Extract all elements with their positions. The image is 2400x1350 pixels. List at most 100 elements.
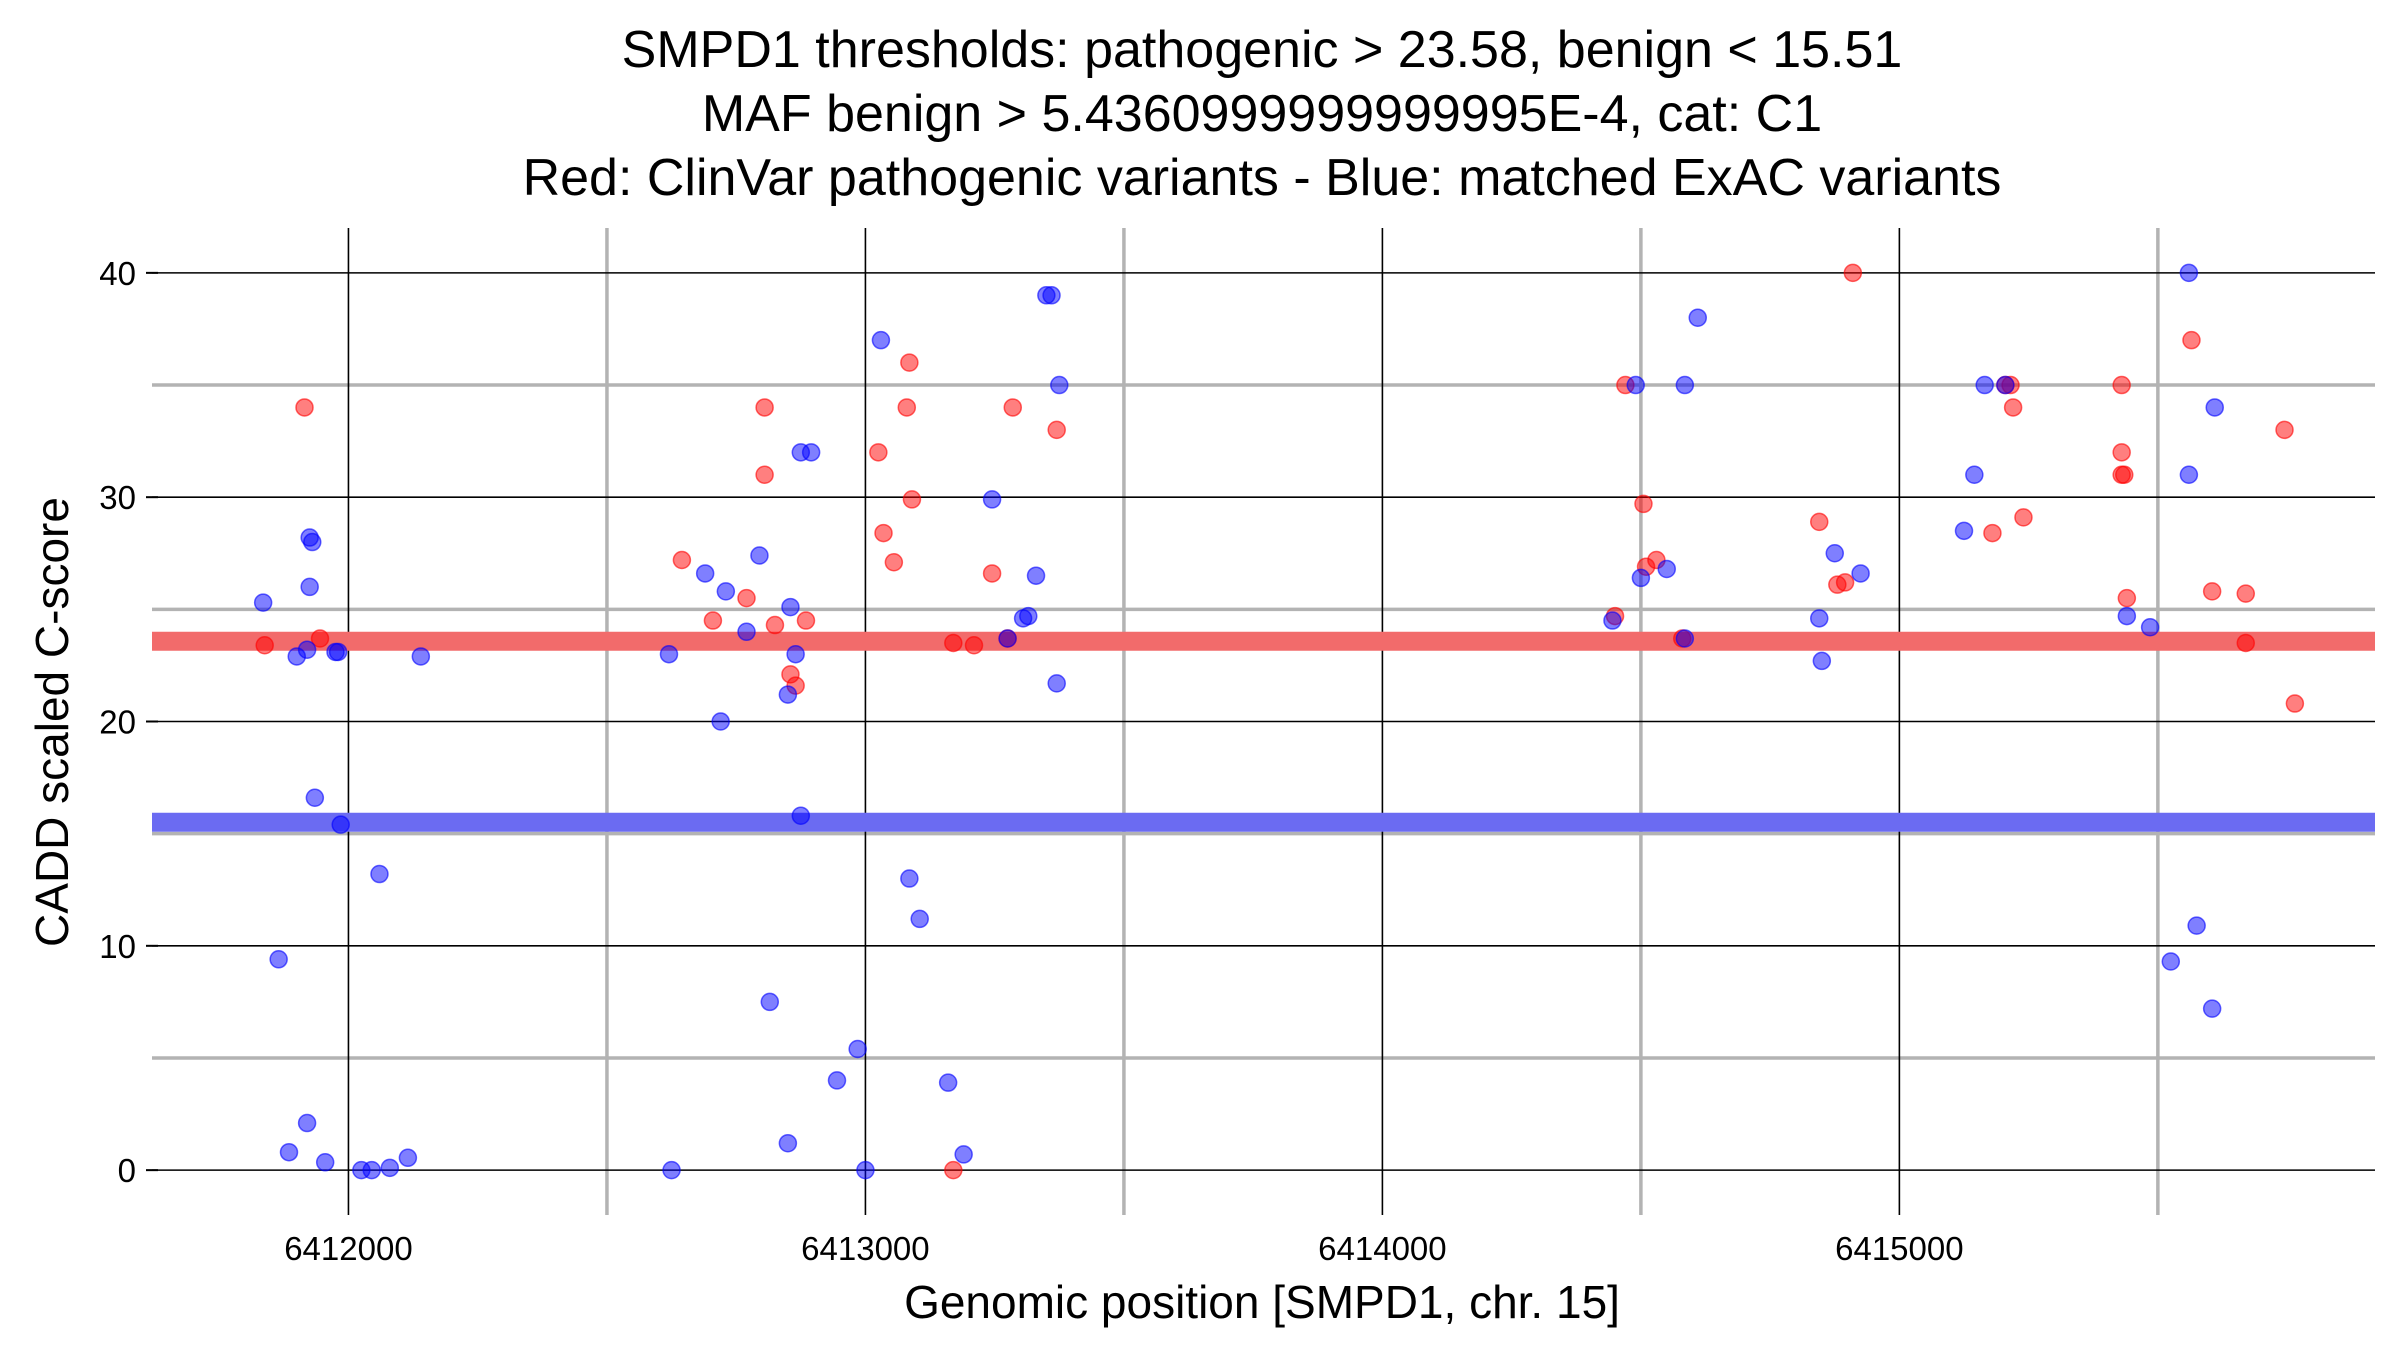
clinvar-pathogenic-point xyxy=(884,552,904,572)
exac-variant-point xyxy=(253,593,273,612)
exac-variant-point xyxy=(1965,465,1984,484)
exac-variant-point xyxy=(1626,375,1645,395)
clinvar-pathogenic-point xyxy=(295,398,314,417)
exac-variant-point xyxy=(900,869,919,888)
threshold-bands xyxy=(152,631,2375,832)
clinvar-pathogenic-point xyxy=(964,635,984,655)
exac-variant-point xyxy=(982,490,1002,509)
exac-variant-point xyxy=(1047,674,1066,693)
clinvar-pathogenic-point xyxy=(1634,494,1653,514)
clinvar-pathogenic-point xyxy=(255,635,274,655)
clinvar-pathogenic-point xyxy=(2236,584,2256,603)
clinvar-pathogenic-point xyxy=(982,564,1002,583)
clinvar-pathogenic-point xyxy=(1835,573,1855,592)
clinvar-pathogenic-point xyxy=(796,611,816,630)
exac-variant-point xyxy=(1996,375,2015,395)
x-tick-label: 6412000 xyxy=(284,1230,412,1267)
title-line-1: SMPD1 thresholds: pathogenic > 23.58, be… xyxy=(622,21,1903,79)
exac-variant-point xyxy=(778,685,798,704)
exac-variant-point xyxy=(2202,999,2222,1018)
y-tick-label: 30 xyxy=(99,479,136,516)
clinvar-pathogenic-point xyxy=(1810,512,1829,532)
exac-variant-point xyxy=(662,1160,681,1180)
clinvar-pathogenic-point xyxy=(755,398,774,417)
clinvar-pathogenic-point xyxy=(2003,398,2023,417)
clinvar-pathogenic-point xyxy=(2182,330,2201,350)
exac-variant-point xyxy=(954,1145,973,1164)
exac-variant-point xyxy=(750,546,769,565)
clinvar-pathogenic-point xyxy=(2112,375,2131,395)
clinvar-pathogenic-point xyxy=(2115,465,2134,484)
exac-variant-point xyxy=(1812,651,1832,671)
exac-variant-point xyxy=(760,992,780,1012)
exac-variant-point xyxy=(1975,375,1994,395)
exac-variant-point xyxy=(1631,568,1651,588)
clinvar-pathogenic-point xyxy=(1003,398,1023,417)
exac-variant-point xyxy=(398,1148,418,1168)
y-axis-ticks: 0 10 20 30 40 xyxy=(99,255,158,1189)
clinvar-pathogenic-point xyxy=(900,353,919,372)
clinvar-pathogenic-point xyxy=(2285,694,2305,713)
exac-variant-point xyxy=(786,644,805,664)
exac-variant-point xyxy=(2161,952,2181,971)
clinvar-pathogenic-point xyxy=(1047,420,1066,440)
y-tick-label: 10 xyxy=(99,928,136,965)
exac-variant-point xyxy=(716,582,736,601)
exac-variant-point xyxy=(2140,618,2160,637)
exac-variant-point xyxy=(801,443,821,462)
chart-title: SMPD1 thresholds: pathogenic > 23.58, be… xyxy=(523,21,2002,207)
exac-variant-point xyxy=(791,806,811,825)
x-axis-ticks: 6412000 6413000 6414000 6415000 xyxy=(284,1230,1963,1267)
clinvar-pathogenic-point xyxy=(874,523,893,543)
y-tick-label: 20 xyxy=(99,704,136,741)
exac-variant-point xyxy=(938,1073,958,1092)
exac-variant-point xyxy=(331,815,350,834)
exac-variant-point xyxy=(328,642,348,662)
exac-variant-point xyxy=(1026,566,1046,585)
exac-variant-point xyxy=(1851,564,1870,583)
exac-variant-point xyxy=(2179,465,2199,484)
y-axis-title: CADD scaled C-score xyxy=(26,497,78,947)
exac-variant-point xyxy=(2179,263,2199,283)
clinvar-pathogenic-point xyxy=(2236,633,2256,653)
clinvar-pathogenic-point xyxy=(1843,263,1863,283)
exac-variant-point xyxy=(910,909,929,929)
x-tick-label: 6415000 xyxy=(1835,1230,1963,1267)
exac-variant-point xyxy=(297,1113,317,1133)
exac-variant-point xyxy=(871,330,891,350)
clinvar-pathogenic-point xyxy=(869,443,888,462)
exac-variant-point xyxy=(711,712,730,731)
exac-variant-point xyxy=(1688,308,1708,327)
clinvar-pathogenic-point xyxy=(897,398,917,417)
exac-variant-point xyxy=(2187,916,2206,935)
x-tick-label: 6414000 xyxy=(1318,1230,1446,1267)
clinvar-pathogenic-point xyxy=(755,465,774,484)
exac-variant-point xyxy=(1019,606,1038,626)
clinvar-pathogenic-point xyxy=(1983,523,2002,543)
clinvar-pathogenic-point xyxy=(765,615,785,635)
exac-variant-point xyxy=(279,1142,299,1162)
clinvar-pathogenic-point xyxy=(944,1160,963,1180)
title-line-2: MAF benign > 5.4360999999999995E-4, cat:… xyxy=(702,85,1822,143)
exac-variant-point xyxy=(370,864,389,884)
clinvar-pathogenic-point xyxy=(2202,582,2222,601)
x-axis-title: Genomic position [SMPD1, chr. 15] xyxy=(904,1276,1620,1328)
data-points xyxy=(253,263,2305,1180)
exac-variant-point xyxy=(269,950,288,969)
exac-variant-point xyxy=(315,1153,335,1172)
exac-variant-point xyxy=(1954,521,1974,541)
title-line-3: Red: ClinVar pathogenic variants - Blue:… xyxy=(523,149,2002,207)
clinvar-pathogenic-point xyxy=(2117,588,2137,608)
clinvar-pathogenic-point xyxy=(2014,508,2033,527)
exac-variant-point xyxy=(2205,398,2224,417)
clinvar-pathogenic-point xyxy=(2275,420,2294,440)
exac-variant-point xyxy=(848,1039,867,1059)
exac-variant-point xyxy=(297,640,317,659)
clinvar-pathogenic-point xyxy=(310,629,330,648)
clinvar-pathogenic-point xyxy=(703,611,723,630)
exac-variant-point xyxy=(1042,286,1061,305)
exac-variant-point xyxy=(827,1071,847,1090)
x-tick-label: 6413000 xyxy=(801,1230,929,1267)
exac-variant-point xyxy=(1675,629,1695,648)
exac-variant-point xyxy=(300,577,319,597)
